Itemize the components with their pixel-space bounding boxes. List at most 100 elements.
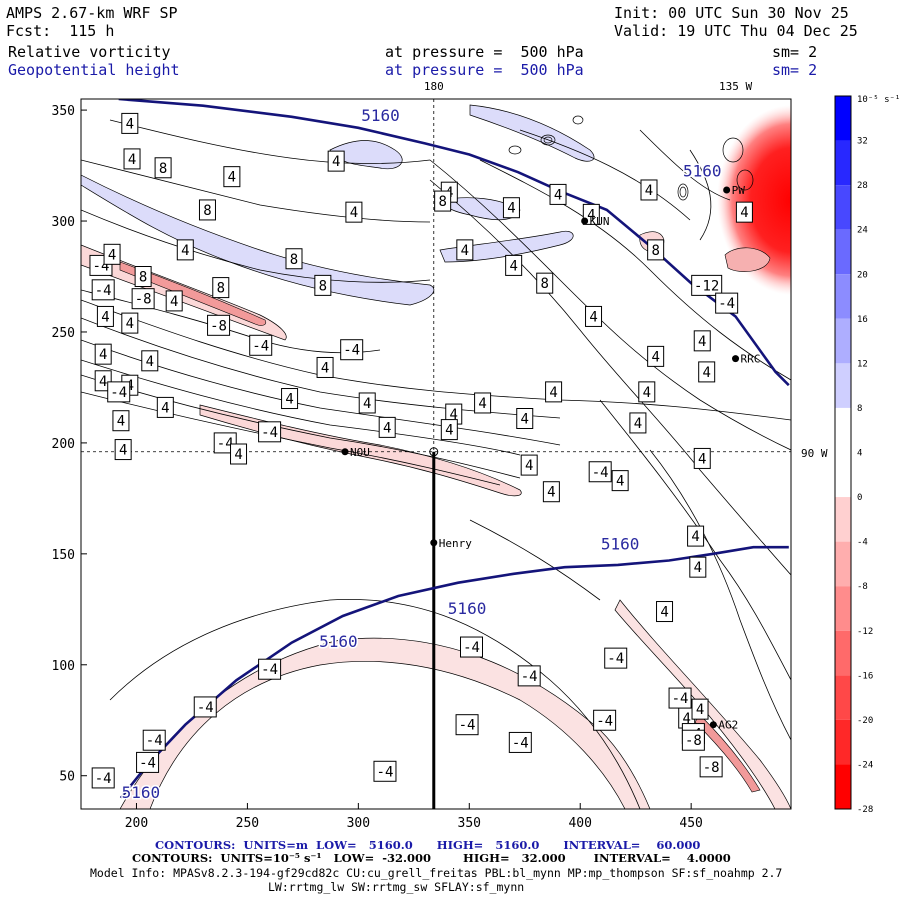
- contour-label-text: 4: [702, 365, 710, 381]
- contour-label-box: [112, 410, 130, 432]
- contour-label-box: [249, 334, 273, 356]
- colorbar-segment: [835, 185, 851, 230]
- x-axis: 200 250 300 350 400 450: [125, 803, 703, 831]
- contour-label-box: [91, 767, 115, 789]
- longitude-labels: 180 135 W 90 W: [424, 80, 828, 460]
- y-tick-label: 100: [52, 659, 75, 674]
- contour-label-box: [689, 556, 707, 578]
- contour-label-text: 4: [509, 258, 517, 274]
- contour-label-text: 8: [651, 243, 659, 259]
- height-contour-label: 5160: [448, 599, 487, 618]
- contour-label-text: -4: [718, 296, 735, 312]
- contour-label-box: [545, 381, 563, 403]
- colorbar-segment: [835, 452, 851, 498]
- height-contour-info: CONTOURS: UNITS=m LOW= 5160.0 HIGH= 5160…: [155, 838, 700, 852]
- contour-label-text: 4: [549, 385, 557, 401]
- colorbar-tick-label: 4: [857, 449, 862, 459]
- contour-label-text: -4: [261, 662, 278, 678]
- vorticity-contour-line: [81, 359, 521, 456]
- contour-label-text: -4: [521, 669, 538, 685]
- colorbar-segment: [835, 719, 851, 765]
- y-tick-label: 300: [52, 215, 75, 230]
- contour-clusters: [508, 115, 754, 201]
- contour-label-text: 4: [651, 349, 659, 365]
- contour-label-box: [314, 274, 332, 296]
- contour-label-box: [640, 179, 658, 201]
- contour-label-box: [638, 381, 656, 403]
- contour-label-text: 4: [694, 560, 702, 576]
- contour-label-box: [681, 729, 705, 751]
- height-contour-label: 5160: [361, 106, 400, 125]
- field2-label: Geopotential height: [8, 61, 180, 79]
- vorticity-contour-line: [639, 129, 731, 201]
- positive-vorticity-area: [439, 197, 521, 221]
- x-tick-label: 350: [458, 816, 481, 831]
- contour-label-text: 4: [363, 396, 371, 412]
- contour-label-text: -4: [463, 640, 480, 656]
- colorbar-tick-label: 28: [857, 181, 868, 191]
- contour-label-text: 8: [217, 281, 225, 297]
- contour-label-box: [121, 112, 139, 134]
- negative-vorticity-arc: [119, 637, 651, 809]
- contour-label-box: [505, 254, 523, 276]
- footer-vort-interval: INTERVAL= 4.0000: [593, 851, 731, 865]
- contour-label-text: 4: [383, 420, 391, 436]
- x-tick-label: 300: [347, 816, 370, 831]
- contour-label-box: [96, 305, 114, 327]
- negative-vorticity-band: [119, 261, 267, 326]
- contour-label-box: [647, 345, 665, 367]
- footer-vort-units: UNITS=10⁻⁵ s⁻¹: [220, 851, 322, 865]
- contour-label-box: [141, 350, 159, 372]
- contour-label-box: [474, 392, 492, 414]
- colorbar-segment: [835, 96, 851, 141]
- station-label: Henry: [439, 537, 472, 550]
- colorbar-segment: [835, 675, 851, 720]
- contour-label-box: [373, 760, 397, 782]
- contour-label-text: 4: [634, 416, 642, 432]
- contour-label-box: [176, 239, 194, 261]
- footer-contours-label: CONTOURS:: [155, 838, 236, 852]
- contour-label-text: 4: [587, 207, 595, 223]
- colorbar-tick-label: 0: [857, 493, 862, 503]
- contour-label-text: 4: [321, 360, 329, 376]
- contour-label-text: 4: [101, 309, 109, 325]
- contour-label-box: [198, 199, 216, 221]
- station-label: AG2: [718, 719, 738, 732]
- contour-label-text: 4: [683, 711, 691, 727]
- y-tick-label: 350: [52, 104, 75, 119]
- pole-marker: [429, 447, 439, 457]
- station-marker: [709, 721, 717, 729]
- contour-label-box: [520, 454, 538, 476]
- footer-height-low: LOW= 5160.0: [316, 838, 413, 852]
- contour-label-box: [611, 470, 629, 492]
- contour-label-box: [156, 396, 174, 418]
- contour-label-box: [94, 343, 112, 365]
- contour-label-box: [502, 197, 520, 219]
- contour-label-text: 4: [521, 412, 529, 428]
- contour-label-box: [154, 157, 172, 179]
- contour-label-box: [691, 698, 709, 720]
- contour-label-text: 8: [203, 203, 211, 219]
- vorticity-contour-line: [689, 149, 712, 241]
- contour-label-box: [656, 601, 674, 623]
- y-tick-label: 50: [59, 770, 75, 785]
- contour-label-box: [223, 166, 241, 188]
- contour-label-text: -4: [607, 651, 624, 667]
- contour-label-box: [434, 190, 452, 212]
- station-label: NOU: [350, 446, 370, 459]
- colorbar-tick-label: 20: [857, 270, 868, 280]
- contour-label-text: 4: [554, 187, 562, 203]
- pressure1-label: at pressure = 500 hPa: [385, 43, 584, 61]
- height-contour-label: 5160: [122, 783, 161, 802]
- init-time: Init: 00 UTC Sun 30 Nov 25: [614, 4, 849, 22]
- contour-label-box: [698, 361, 716, 383]
- contour-label-text: 4: [117, 414, 125, 430]
- contour-label-box: [647, 239, 665, 261]
- contour-label-box: [94, 370, 112, 392]
- negative-vorticity-arc: [694, 714, 761, 793]
- contour-label-text: 4: [228, 170, 236, 186]
- colorbar-tick-label: 16: [857, 315, 868, 325]
- vorticity-contour-line: [81, 209, 431, 283]
- contour-label-text: 4: [525, 458, 533, 474]
- contour-label-box: [440, 419, 458, 441]
